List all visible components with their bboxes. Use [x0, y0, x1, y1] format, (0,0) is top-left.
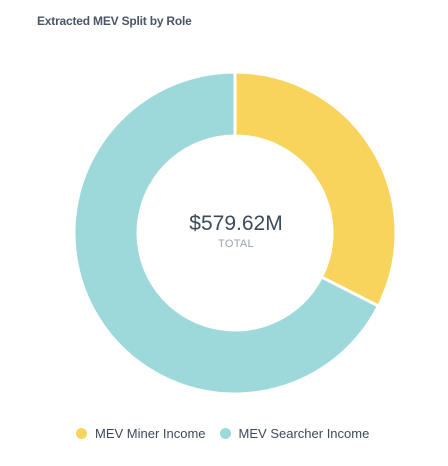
legend-dot-searcher — [219, 428, 231, 439]
legend: MEV Miner Income MEV Searcher Income — [76, 426, 383, 441]
slice-searcher-income[interactable] — [72, 70, 381, 396]
legend-dot-miner — [76, 428, 87, 439]
slice-miner-income[interactable] — [233, 70, 398, 309]
donut-slices — [72, 70, 398, 396]
legend-label-searcher: MEV Searcher Income — [238, 426, 370, 441]
legend-label-miner: MEV Miner Income — [95, 426, 206, 441]
legend-item-searcher[interactable]: MEV Searcher Income — [219, 426, 370, 441]
legend-item-miner[interactable]: MEV Miner Income — [76, 426, 206, 441]
center-total-value: $579.62M — [189, 212, 283, 235]
center-total-label: TOTAL — [218, 238, 254, 250]
chart-title: Extracted MEV Split by Role — [37, 14, 192, 28]
